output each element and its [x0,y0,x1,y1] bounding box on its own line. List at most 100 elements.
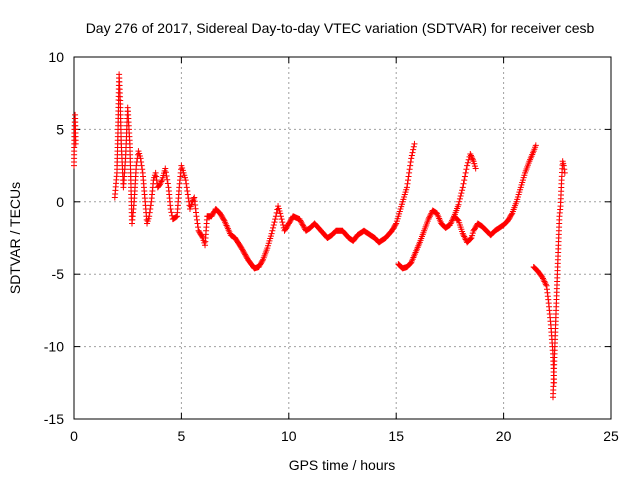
data-point [271,219,278,226]
y-axis-title: SDTVAR / TECUs [7,182,23,294]
data-point [270,224,277,231]
data-point [461,173,468,180]
data-point [72,140,79,147]
data-point [459,184,466,191]
data-point [448,219,455,226]
data-point [156,181,163,188]
data-point [407,158,414,165]
data-point [242,251,249,258]
data-point [455,201,462,208]
data-point [461,177,468,184]
data-point [459,187,466,194]
data-point [542,279,549,286]
data-point [460,180,467,187]
data-point [183,180,190,187]
data-point [259,257,266,264]
data-point [167,206,174,213]
y-tick-label: -15 [44,411,64,427]
data-point [406,169,413,176]
data-point [426,214,433,221]
data-point [392,221,399,228]
sdtvar-series [71,71,568,401]
data-point [164,180,171,187]
data-point [508,211,515,218]
data-point [270,221,277,228]
data-point [458,190,465,197]
data-point [194,220,201,227]
data-point [446,221,453,228]
x-tick-label: 25 [603,428,619,444]
data-point [464,159,471,166]
data-point [298,220,305,227]
data-point [561,166,568,173]
data-point [427,211,434,218]
data-point [138,162,145,169]
x-axis-title: GPS time / hours [289,457,396,473]
data-point [243,254,250,261]
data-point [461,233,468,240]
data-point [407,162,414,169]
y-tick-label: 0 [56,194,64,210]
data-point [456,195,463,202]
data-point [449,217,456,224]
y-tick-label: -10 [44,339,64,355]
data-point [277,210,284,217]
data-point [183,184,190,191]
data-point [239,247,246,254]
data-point [459,230,466,237]
data-point [239,246,246,253]
data-point [199,233,206,240]
data-point [280,221,287,228]
data-point [409,149,416,156]
data-point [195,224,202,231]
axis-ticks: 0 5 10 15 20 25 -15 -10 -5 0 5 10 [44,49,619,444]
data-point [269,227,276,234]
data-point [297,218,304,225]
data-point [447,220,454,227]
data-point [296,216,303,223]
data-point [163,173,170,180]
data-point [300,222,307,229]
data-point [238,245,245,252]
x-tick-label: 0 [70,428,78,444]
data-point [426,213,433,220]
data-point [146,209,153,216]
data-point [277,213,284,220]
data-point [189,198,196,205]
data-point [408,155,415,162]
data-point [540,276,547,283]
y-tick-label: 5 [56,121,64,137]
data-point [268,230,275,237]
data-point [162,165,169,172]
x-tick-label: 5 [178,428,186,444]
data-point [463,166,470,173]
data-point [466,236,473,243]
data-point [561,169,568,176]
data-point [541,278,548,285]
x-tick-label: 20 [496,428,512,444]
data-point [153,173,160,180]
plot-frame [73,56,612,420]
data-point [461,235,468,241]
data-point [162,169,169,176]
y-tick-label: 10 [48,49,64,65]
data-point [146,213,153,220]
data-point [158,178,165,185]
data-point [168,209,175,216]
data-point [467,235,474,242]
data-point [157,179,164,186]
data-point [406,261,413,268]
data-point [152,169,159,176]
data-point [405,177,412,184]
data-point [457,193,464,200]
data-point [472,165,479,172]
data-point [468,153,475,160]
data-point [464,162,471,169]
data-point [467,151,474,158]
data-point [153,177,160,184]
data-point [297,217,304,224]
x-tick-label: 15 [388,428,404,444]
data-point [137,155,144,162]
data-point [532,142,539,149]
